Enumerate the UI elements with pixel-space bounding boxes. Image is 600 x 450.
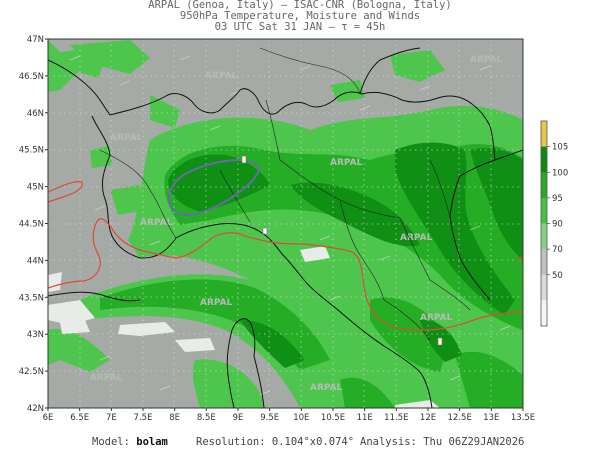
colorbar-segment	[541, 223, 547, 250]
colorbar-segment	[541, 300, 547, 327]
model-label: Model:	[92, 436, 130, 448]
lon-tick-label: 9E	[233, 413, 244, 423]
lon-tick-label: 13E	[483, 413, 499, 423]
colorbar-label: 90	[552, 220, 563, 230]
colorbar-label: 100	[552, 168, 568, 178]
coastline-corsica-east	[253, 355, 265, 408]
border-swiss-north	[48, 59, 111, 116]
closed-pressure-contour	[167, 158, 260, 217]
colorbar-segment	[541, 249, 547, 276]
analysis-value: Thu 06Z29JAN2026	[423, 436, 525, 448]
lon-tick-label: 8.5E	[197, 413, 216, 423]
watermark-2: ARPAL	[470, 55, 503, 65]
axis-ticks: 47N 46.5N 46N 45.5N 45N 44.5N 44N 43.5N 43N 42.5N…	[19, 35, 535, 423]
model-info: Model: bolam	[92, 436, 168, 448]
lat-tick-label: 42.5N	[19, 367, 44, 377]
border-swiss-italy	[109, 88, 363, 116]
watermark-6: ARPAL	[400, 233, 433, 243]
watermark-1: ARPAL	[205, 71, 238, 81]
lat-tick-label: 44.5N	[19, 220, 44, 230]
watermark-7: ARPAL	[200, 298, 233, 308]
station-marker	[437, 337, 443, 346]
borders-and-coastlines	[48, 47, 523, 408]
border-austria-north	[359, 47, 421, 95]
watermarks: ARPAL ARPAL ARPAL ARPAL ARPAL ARPAL ARPA…	[90, 55, 503, 393]
watermark-3: ARPAL	[110, 133, 143, 143]
coastline-adriatic	[449, 175, 491, 301]
coastline-france	[48, 291, 141, 302]
lon-tick-label: 6.5E	[70, 413, 89, 423]
lon-tick-label: 11.5E	[384, 413, 408, 423]
border-austria-italy	[361, 91, 491, 127]
lat-tick-label: 45.5N	[19, 146, 44, 156]
border-corsica-north	[231, 318, 256, 357]
colorbar-segment	[541, 146, 547, 173]
weather-map: ARPAL ARPAL ARPAL ARPAL ARPAL ARPAL ARPA…	[19, 35, 569, 423]
lon-tick-label: 10.5E	[321, 413, 345, 423]
resolution-info: Resolution: 0.104°x0.074°	[196, 436, 354, 448]
lat-tick-label: 46.5N	[19, 72, 44, 82]
analysis-label: Analysis:	[360, 436, 417, 448]
watermark-8: ARPAL	[420, 313, 453, 323]
coastline-friuli	[459, 149, 523, 177]
station-marker	[262, 227, 268, 235]
colorbar-segment	[541, 172, 547, 199]
resolution-label: Resolution:	[196, 436, 266, 448]
watermark-10: ARPAL	[310, 383, 343, 393]
watermark-5: ARPAL	[140, 218, 173, 228]
lon-tick-label: 6E	[43, 413, 54, 423]
lat-tick-label: 45N	[27, 183, 44, 193]
colorbar-segment	[541, 197, 547, 224]
colorbar-segment	[541, 274, 547, 301]
lon-tick-label: 11E	[357, 413, 373, 423]
watermark-4: ARPAL	[330, 158, 363, 168]
map-title-line-2: 950hPa Temperature, Moisture and Winds	[179, 10, 421, 22]
regional-borders	[99, 47, 471, 341]
lat-tick-label: 46N	[27, 109, 44, 119]
colorbar: 105 100 95 90 70 50	[540, 120, 568, 327]
lon-tick-label: 8E	[169, 413, 180, 423]
border-slovenia	[489, 125, 496, 161]
lon-tick-label: 9.5E	[260, 413, 279, 423]
lat-tick-label: 43N	[27, 330, 44, 340]
model-value: bolam	[136, 436, 168, 448]
coastline-corsica-west	[226, 329, 235, 408]
lon-tick-label: 13.5E	[511, 413, 535, 423]
lon-tick-label: 7E	[106, 413, 117, 423]
colorbar-label: 95	[552, 194, 563, 204]
lon-tick-label: 7.5E	[134, 413, 153, 423]
colorbar-label: 50	[552, 271, 563, 281]
colorbar-segment	[541, 121, 547, 147]
dry-patches	[48, 246, 440, 408]
colorbar-label: 105	[552, 143, 568, 153]
lon-tick-label: 12E	[420, 413, 436, 423]
map-field: ARPAL ARPAL ARPAL ARPAL ARPAL ARPAL ARPA…	[48, 39, 523, 408]
map-title-line-3: 03 UTC Sat 31 JAN — τ = 45h	[214, 21, 386, 33]
analysis-info: Analysis: Thu 06Z29JAN2026	[360, 436, 524, 448]
lon-tick-label: 10E	[293, 413, 309, 423]
border-france-italy	[91, 115, 177, 259]
lon-tick-label: 12.5E	[448, 413, 472, 423]
station-marker	[241, 155, 247, 164]
resolution-value: 0.104°x0.074°	[271, 436, 355, 448]
lat-tick-label: 47N	[27, 35, 44, 45]
coastline-liguria-tuscany	[175, 223, 433, 408]
wind-barbs	[69, 55, 511, 396]
map-title-line-1: ARPAL (Genoa, Italy) — ISAC-CNR (Bologna…	[148, 0, 452, 11]
lat-tick-label: 42N	[27, 404, 44, 414]
lat-tick-label: 43.5N	[19, 293, 44, 303]
watermark-9: ARPAL	[90, 373, 123, 383]
lat-tick-label: 44N	[27, 256, 44, 266]
colorbar-label: 70	[552, 245, 563, 255]
